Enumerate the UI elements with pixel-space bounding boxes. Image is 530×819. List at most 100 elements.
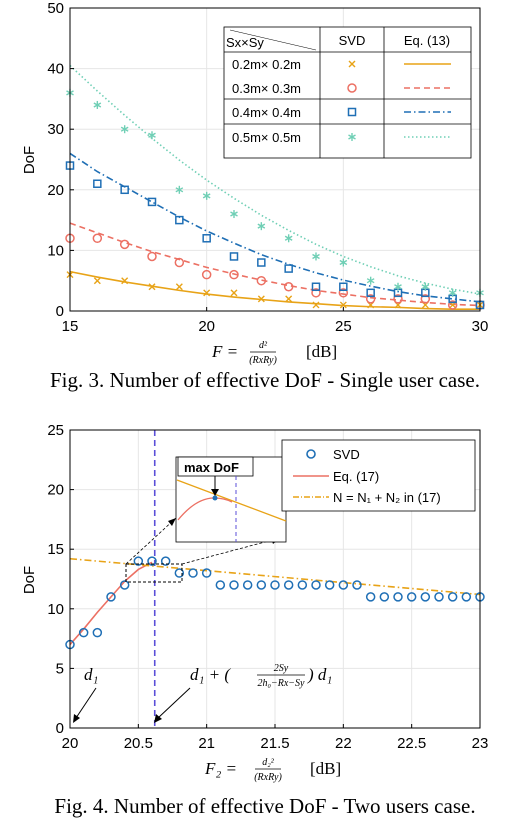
f4-point-s0 bbox=[297, 580, 308, 590]
f3-point-s0 bbox=[312, 301, 320, 309]
f3-point-s1 bbox=[283, 282, 294, 292]
f3-point-s3 bbox=[93, 100, 102, 109]
f3-point-s3 bbox=[421, 282, 430, 291]
svg-text:2h₀−Rx−Sy: 2h₀−Rx−Sy bbox=[258, 678, 306, 689]
f3-point-s1 bbox=[311, 288, 321, 298]
f3-point-s3 bbox=[339, 258, 348, 267]
f3-point-s1 bbox=[420, 294, 431, 304]
f4-ytick-label: 15 bbox=[47, 541, 64, 558]
f3-ytick-label: 20 bbox=[47, 182, 64, 199]
f4-point-s0 bbox=[201, 568, 212, 578]
f4-point-s0 bbox=[434, 592, 444, 602]
figure-4-caption: Fig. 4. Number of effective DoF - Two us… bbox=[54, 794, 476, 818]
f3-point-s2 bbox=[93, 179, 102, 188]
fig3-ticks: 15 20 25 30 0 10 20 30 40 50 bbox=[47, 0, 488, 335]
f3-series-line-4 bbox=[69, 270, 480, 310]
f3-point-s1 bbox=[92, 233, 103, 244]
f3-point-s1 bbox=[256, 275, 267, 286]
fig3-ylabel: DoF bbox=[21, 146, 38, 174]
f3-series-line-5 bbox=[69, 222, 481, 307]
fig3-legend-marker-3 bbox=[348, 133, 356, 141]
f4-point-s0 bbox=[283, 580, 294, 590]
svg-text:d₂²: d₂² bbox=[262, 757, 274, 768]
f4-point-s0 bbox=[78, 627, 89, 638]
fig3-legend-row-4: 0.5m× 0.5m bbox=[232, 130, 301, 145]
fig3-legend-marker-2 bbox=[347, 107, 357, 117]
f4-point-s0 bbox=[242, 580, 253, 590]
f3-point-s3 bbox=[202, 191, 211, 200]
f3-point-s2 bbox=[257, 258, 266, 267]
f4-point-s0 bbox=[420, 592, 431, 602]
f3-point-s3 bbox=[312, 252, 320, 261]
f3-ytick-label: 50 bbox=[47, 0, 64, 17]
f4-ytick-label: 10 bbox=[47, 601, 64, 618]
f3-point-s1 bbox=[447, 300, 458, 310]
svg-text:(RxRy): (RxRy) bbox=[249, 355, 277, 366]
f3-point-s0 bbox=[230, 289, 238, 297]
f3-xtick-label: 25 bbox=[335, 318, 352, 335]
fig4-ylabel: DoF bbox=[21, 566, 38, 594]
f3-point-s0 bbox=[121, 277, 129, 285]
f4-point-s0 bbox=[461, 592, 472, 602]
fig3-legend-marker-0 bbox=[348, 60, 356, 68]
f4-ytick-label: 5 bbox=[56, 660, 64, 677]
f3-xtick-label: 15 bbox=[62, 318, 79, 335]
f3-ytick-label: 40 bbox=[47, 61, 64, 78]
f3-point-s2 bbox=[284, 264, 293, 273]
f4-point-s0 bbox=[106, 592, 116, 602]
f3-ytick-label: 30 bbox=[47, 121, 64, 138]
f3-point-s0 bbox=[257, 295, 265, 303]
f3-point-s3 bbox=[448, 288, 457, 297]
svg-text:(RxRy): (RxRy) bbox=[254, 772, 282, 783]
f3-xtick-label: 20 bbox=[198, 318, 215, 335]
f3-point-s2 bbox=[202, 234, 211, 243]
f3-point-s1 bbox=[201, 269, 212, 280]
figure-3-chart: 15 20 25 30 0 10 20 30 40 50 DoF F = d² (RxRy) [d… bbox=[21, 0, 488, 366]
f4-xtick-label: 22.5 bbox=[397, 735, 426, 752]
f3-point-s3 bbox=[257, 222, 266, 231]
f4-point-s0 bbox=[406, 592, 417, 602]
f3-ytick-label: 0 bbox=[56, 303, 64, 320]
svg-text:) d₁: ) d₁ bbox=[307, 665, 332, 684]
f3-point-s0 bbox=[148, 283, 156, 291]
f4-series-line-1 bbox=[69, 561, 153, 646]
f4-point-s0 bbox=[270, 580, 280, 590]
f4-point-s0 bbox=[215, 580, 226, 590]
f3-point-s2 bbox=[339, 282, 348, 292]
f4-xtick-label: 21 bbox=[198, 735, 215, 752]
svg-text:d²: d² bbox=[259, 340, 268, 351]
f3-point-s2 bbox=[120, 185, 129, 195]
f3-point-s3 bbox=[148, 131, 156, 140]
svg-text:F =: F = bbox=[211, 342, 238, 361]
f4-point-s0 bbox=[119, 580, 130, 590]
svg-text:d₁: d₁ bbox=[84, 665, 98, 684]
svg-text:[dB]: [dB] bbox=[306, 342, 337, 361]
f3-point-s2 bbox=[311, 282, 321, 292]
fig4-inset-label: max DoF bbox=[184, 460, 239, 475]
f3-point-s1 bbox=[174, 257, 185, 268]
fig4-legend: SVD Eq. (17) N = N₁ + N₂ in (17) bbox=[281, 439, 476, 512]
f3-point-s3 bbox=[175, 185, 184, 194]
svg-text:2Sy: 2Sy bbox=[274, 663, 289, 674]
f4-point-s0 bbox=[393, 592, 403, 602]
f3-point-s1 bbox=[229, 269, 239, 280]
f4-point-s0 bbox=[311, 580, 321, 590]
fig3-legend-eq-header: Eq. (13) bbox=[404, 33, 450, 48]
f4-xtick-label: 23 bbox=[472, 735, 489, 752]
f3-point-s0 bbox=[203, 289, 211, 297]
f3-point-s1 bbox=[365, 294, 376, 304]
f3-series-line-6 bbox=[69, 152, 481, 303]
fig4-legend-svd: SVD bbox=[333, 447, 360, 462]
f4-xtick-label: 21.5 bbox=[260, 735, 289, 752]
f4-point-s0 bbox=[174, 568, 185, 578]
f3-point-s1 bbox=[119, 239, 130, 250]
fig4-inset: max DoF bbox=[175, 456, 287, 543]
f4-point-s0 bbox=[352, 580, 362, 590]
f3-point-s0 bbox=[93, 277, 101, 285]
f4-point-s0 bbox=[133, 556, 144, 566]
f3-point-s3 bbox=[394, 282, 402, 291]
fig3-legend-row-1: 0.2m× 0.2m bbox=[232, 57, 301, 72]
fig4-legend-eq: Eq. (17) bbox=[333, 469, 379, 484]
fig3-axes-frame bbox=[69, 7, 481, 312]
f3-point-s1 bbox=[393, 294, 403, 304]
